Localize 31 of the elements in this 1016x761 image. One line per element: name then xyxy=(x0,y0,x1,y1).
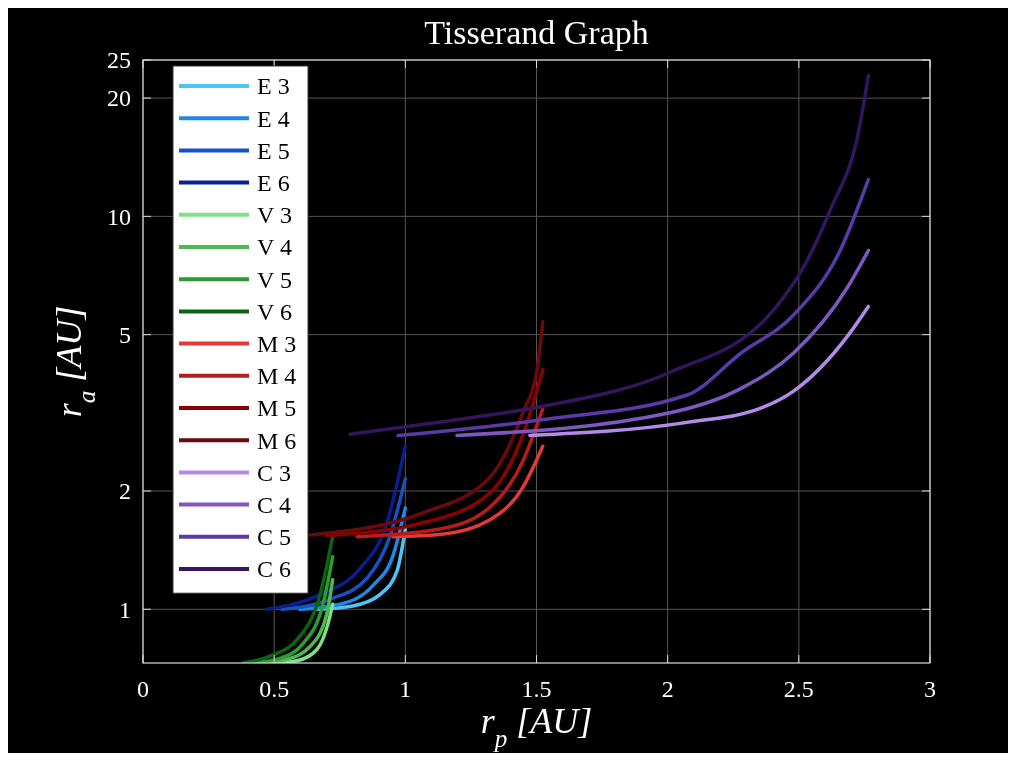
x-tick-label: 1.5 xyxy=(521,676,552,702)
x-tick-label: 0 xyxy=(137,676,149,702)
legend-label: C 6 xyxy=(257,556,292,583)
legend-label: V 3 xyxy=(257,202,292,229)
legend-label: C 4 xyxy=(257,492,292,518)
y-tick-label: 20 xyxy=(107,85,131,112)
x-tick-label: 2.5 xyxy=(783,676,814,702)
legend-label: E 5 xyxy=(257,137,290,164)
y-tick-label: 25 xyxy=(107,47,131,74)
y-tick-label: 1 xyxy=(119,596,131,623)
legend-label: V 5 xyxy=(257,266,292,293)
y-tick-label: 2 xyxy=(119,478,131,505)
y-tick-label: 10 xyxy=(107,203,131,230)
chart-title: Tisserand Graph xyxy=(424,14,649,51)
legend-label: M 6 xyxy=(257,427,297,454)
legend-label: M 4 xyxy=(257,363,297,390)
x-axis-title: r$_{p}$ [AU] xyxy=(480,701,593,752)
legend-label: M 3 xyxy=(257,331,297,357)
legend-label: E 6 xyxy=(257,170,290,196)
legend-label: M 5 xyxy=(257,395,297,422)
x-tick-label: 0.5 xyxy=(259,676,290,702)
legend-label: E 3 xyxy=(257,73,290,100)
x-tick-label: 1 xyxy=(399,676,412,702)
x-tick-label: 3 xyxy=(924,676,936,702)
legend-label: E 4 xyxy=(257,105,290,132)
x-tick-label: 2 xyxy=(661,676,674,702)
legend-label: C 3 xyxy=(257,459,292,486)
legend-label: V 4 xyxy=(257,234,292,261)
y-tick-label: 5 xyxy=(119,322,131,349)
legend-label: C 5 xyxy=(257,524,292,551)
legend-label: V 6 xyxy=(257,298,292,325)
